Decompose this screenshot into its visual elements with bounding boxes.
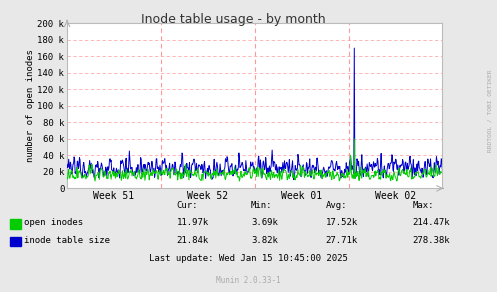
Text: open inodes: open inodes [24, 218, 83, 227]
Text: 278.38k: 278.38k [413, 236, 450, 245]
Text: 214.47k: 214.47k [413, 218, 450, 227]
Text: inode table size: inode table size [24, 236, 110, 245]
Text: Avg:: Avg: [326, 201, 347, 210]
Text: Cur:: Cur: [176, 201, 198, 210]
Text: Min:: Min: [251, 201, 272, 210]
Text: 17.52k: 17.52k [326, 218, 358, 227]
Text: 3.69k: 3.69k [251, 218, 278, 227]
Text: Last update: Wed Jan 15 10:45:00 2025: Last update: Wed Jan 15 10:45:00 2025 [149, 254, 348, 263]
Text: 27.71k: 27.71k [326, 236, 358, 245]
Text: Max:: Max: [413, 201, 434, 210]
Y-axis label: number of open inodes: number of open inodes [26, 49, 35, 162]
Text: RRDTOOL / TOBI OETIKER: RRDTOOL / TOBI OETIKER [487, 70, 492, 152]
Text: 3.82k: 3.82k [251, 236, 278, 245]
Text: Inode table usage - by month: Inode table usage - by month [141, 13, 326, 26]
Text: Munin 2.0.33-1: Munin 2.0.33-1 [216, 277, 281, 285]
Text: 11.97k: 11.97k [176, 218, 209, 227]
Text: 21.84k: 21.84k [176, 236, 209, 245]
